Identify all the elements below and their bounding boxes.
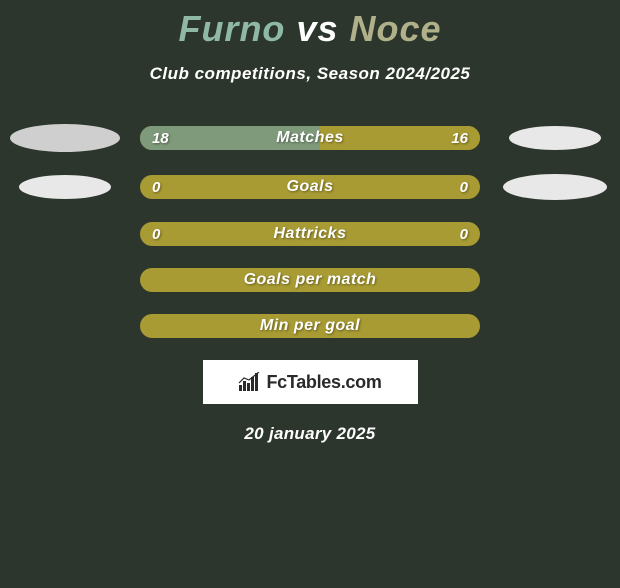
bars-chart-icon [238,372,262,392]
stat-label: Goals per match [244,271,377,289]
stat-rows: 18 16 Matches 0 0 Goals 0 0 Hattricks Goals per m… [0,124,620,338]
stat-row: Min per goal [0,314,620,338]
stat-value-right: 16 [451,130,468,147]
player1-name: Furno [178,8,285,49]
stat-label: Goals [287,178,334,196]
snapshot-date: 20 january 2025 [0,424,620,444]
source-text: FcTables.com [266,372,381,393]
player1-ellipse [19,175,111,199]
stat-bar: Goals per match [140,268,480,292]
player2-ellipse [509,126,601,150]
player2-name: Noce [350,8,442,49]
stat-row: 0 0 Hattricks [0,222,620,246]
stat-row: 0 0 Goals [0,174,620,200]
stat-label: Min per goal [260,317,360,335]
stat-bar: 0 0 Hattricks [140,222,480,246]
stat-bar: 0 0 Goals [140,175,480,199]
vs-text: vs [296,8,338,49]
subtitle: Club competitions, Season 2024/2025 [0,64,620,84]
stat-value-left: 0 [152,179,160,196]
player2-ellipse [503,174,607,200]
comparison-title: Furno vs Noce [0,8,620,50]
stat-label: Hattricks [274,225,347,243]
stat-bar: Min per goal [140,314,480,338]
source-badge: FcTables.com [203,360,418,404]
player1-ellipse [10,124,120,152]
stat-row: 18 16 Matches [0,124,620,152]
stat-label: Matches [276,129,344,147]
stat-bar: 18 16 Matches [140,126,480,150]
stat-row: Goals per match [0,268,620,292]
stat-value-left: 18 [152,130,169,147]
stat-value-right: 0 [460,179,468,196]
stat-value-left: 0 [152,226,160,243]
stat-value-right: 0 [460,226,468,243]
